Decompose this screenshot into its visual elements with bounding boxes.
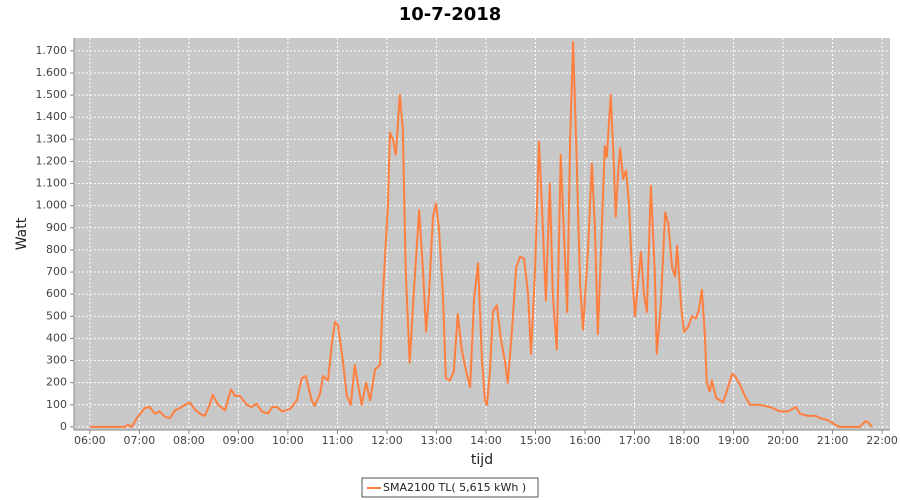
y-tick-label: 0	[60, 420, 67, 433]
y-tick-label: 700	[46, 265, 67, 278]
y-tick-label: 200	[46, 376, 67, 389]
y-tick-label: 1.700	[36, 44, 68, 57]
x-tick-label: 10:00	[272, 434, 304, 447]
x-tick-label: 11:00	[322, 434, 354, 447]
x-axis-label: tijd	[471, 452, 493, 468]
y-tick-label: 1.000	[36, 199, 68, 212]
x-tick-label: 08:00	[173, 434, 205, 447]
x-tick-label: 18:00	[668, 434, 700, 447]
y-tick-label: 100	[46, 398, 67, 411]
x-tick-label: 07:00	[124, 434, 156, 447]
legend-label: SMA2100 TL( 5,615 kWh )	[383, 481, 526, 494]
x-tick-label: 13:00	[421, 434, 453, 447]
x-tick-label: 22:00	[866, 434, 898, 447]
y-tick-label: 1.600	[36, 66, 68, 79]
series-line	[89, 40, 873, 428]
legend: SMA2100 TL( 5,615 kWh )	[361, 477, 539, 498]
x-tick-label: 20:00	[767, 434, 799, 447]
x-tick-label: 21:00	[817, 434, 849, 447]
x-tick-label: 14:00	[470, 434, 502, 447]
y-tick-label: 1.400	[36, 110, 68, 123]
y-tick-label: 300	[46, 354, 67, 367]
y-tick-label: 800	[46, 243, 67, 256]
legend-box	[361, 477, 539, 498]
chart-title: 10-7-2018	[399, 4, 502, 25]
x-tick-label: 15:00	[520, 434, 552, 447]
y-tick-label: 1.100	[36, 177, 68, 190]
y-tick-label: 1.200	[36, 154, 68, 167]
x-tick-label: 12:00	[371, 434, 403, 447]
y-tick-label: 900	[46, 221, 67, 234]
x-tick-label: 06:00	[74, 434, 106, 447]
x-tick-label: 16:00	[569, 434, 601, 447]
y-tick-label: 1.500	[36, 88, 68, 101]
y-tick-label: 1.300	[36, 132, 68, 145]
y-tick-label: 400	[46, 331, 67, 344]
y-tick-label: 500	[46, 309, 67, 322]
y-tick-label: 600	[46, 287, 67, 300]
y-axis-label: Watt	[14, 217, 30, 250]
x-tick-label: 09:00	[223, 434, 255, 447]
x-tick-label: 19:00	[718, 434, 750, 447]
x-tick-label: 17:00	[619, 434, 651, 447]
